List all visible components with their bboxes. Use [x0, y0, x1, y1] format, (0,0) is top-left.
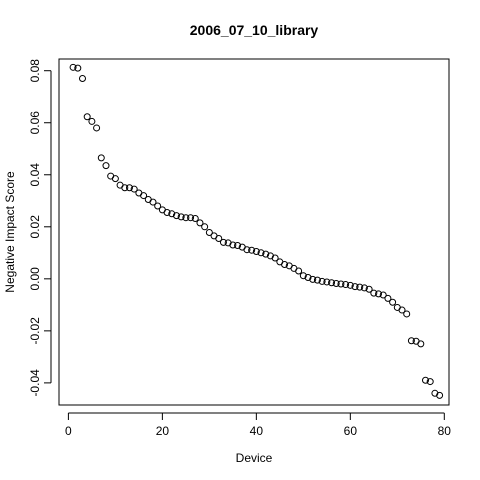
data-point	[398, 306, 406, 314]
x-tick-label: 20	[156, 424, 170, 438]
data-point	[196, 219, 204, 227]
data-point	[271, 254, 279, 262]
y-axis: -0.04 -0.02 0.00 0.02 0.04 0.06 0.08	[28, 59, 52, 397]
data-point	[384, 294, 392, 302]
x-axis-label: Device	[236, 451, 273, 465]
data-point	[346, 281, 354, 289]
data-point	[342, 281, 350, 289]
y-tick-label: -0.04	[28, 369, 42, 397]
data-point	[332, 280, 340, 288]
data-point	[299, 272, 307, 280]
y-tick-label: 0.08	[28, 59, 42, 83]
data-point	[234, 242, 242, 250]
y-tick-label: 0.02	[28, 215, 42, 239]
data-point	[417, 340, 425, 348]
data-point	[191, 214, 199, 222]
plot-frame	[58, 58, 450, 406]
data-point	[328, 279, 336, 287]
data-point	[243, 246, 251, 254]
data-point	[281, 261, 289, 269]
data-point	[88, 117, 96, 125]
data-point	[379, 291, 387, 299]
y-tick-label: -0.02	[28, 317, 42, 345]
x-tick-label: 40	[250, 424, 264, 438]
data-point	[407, 337, 415, 345]
data-point	[172, 212, 180, 220]
data-point	[154, 202, 162, 210]
data-point	[257, 249, 265, 257]
data-point	[295, 267, 303, 275]
data-point	[365, 285, 373, 293]
data-point	[375, 290, 383, 298]
x-tick-label: 80	[438, 424, 452, 438]
data-point	[422, 376, 430, 384]
data-point	[187, 214, 195, 222]
data-point	[436, 391, 444, 399]
y-tick-label: 0.00	[28, 267, 42, 291]
data-point	[125, 184, 133, 192]
data-point	[163, 208, 171, 216]
x-tick-label: 60	[344, 424, 358, 438]
y-axis-label: Negative Impact Score	[3, 171, 17, 293]
data-point	[426, 378, 434, 386]
data-point	[318, 277, 326, 285]
data-point	[74, 64, 82, 72]
data-point	[149, 198, 157, 206]
data-point	[360, 284, 368, 292]
data-point	[323, 278, 331, 286]
data-point	[140, 192, 148, 200]
data-point	[168, 210, 176, 218]
y-tick-label: 0.04	[28, 163, 42, 187]
data-point	[337, 280, 345, 288]
data-point	[215, 235, 223, 243]
data-point	[83, 113, 91, 121]
data-point	[205, 229, 213, 237]
data-point	[370, 289, 378, 297]
data-point	[252, 248, 260, 256]
data-point	[389, 298, 397, 306]
data-point	[229, 241, 237, 249]
data-points	[69, 63, 444, 399]
x-axis: 0 20 40 60 80	[65, 412, 452, 438]
data-point	[403, 310, 411, 318]
data-point	[182, 214, 190, 222]
data-point	[78, 75, 86, 83]
data-point	[177, 213, 185, 221]
data-point	[121, 184, 129, 192]
data-point	[313, 276, 321, 284]
data-point	[69, 63, 77, 71]
data-point	[304, 274, 312, 282]
data-point	[97, 154, 105, 162]
x-tick-label: 0	[65, 424, 72, 438]
data-point	[219, 238, 227, 246]
data-point	[102, 162, 110, 170]
data-point	[93, 124, 101, 132]
data-point	[248, 246, 256, 254]
data-point	[351, 283, 359, 291]
data-point	[111, 175, 119, 183]
chart-title: 2006_07_10_library	[190, 22, 319, 38]
data-point	[309, 275, 317, 283]
data-point	[356, 283, 364, 291]
data-point	[262, 250, 270, 258]
y-tick-label: 0.06	[28, 111, 42, 135]
data-point	[130, 185, 138, 193]
data-point	[201, 223, 209, 231]
